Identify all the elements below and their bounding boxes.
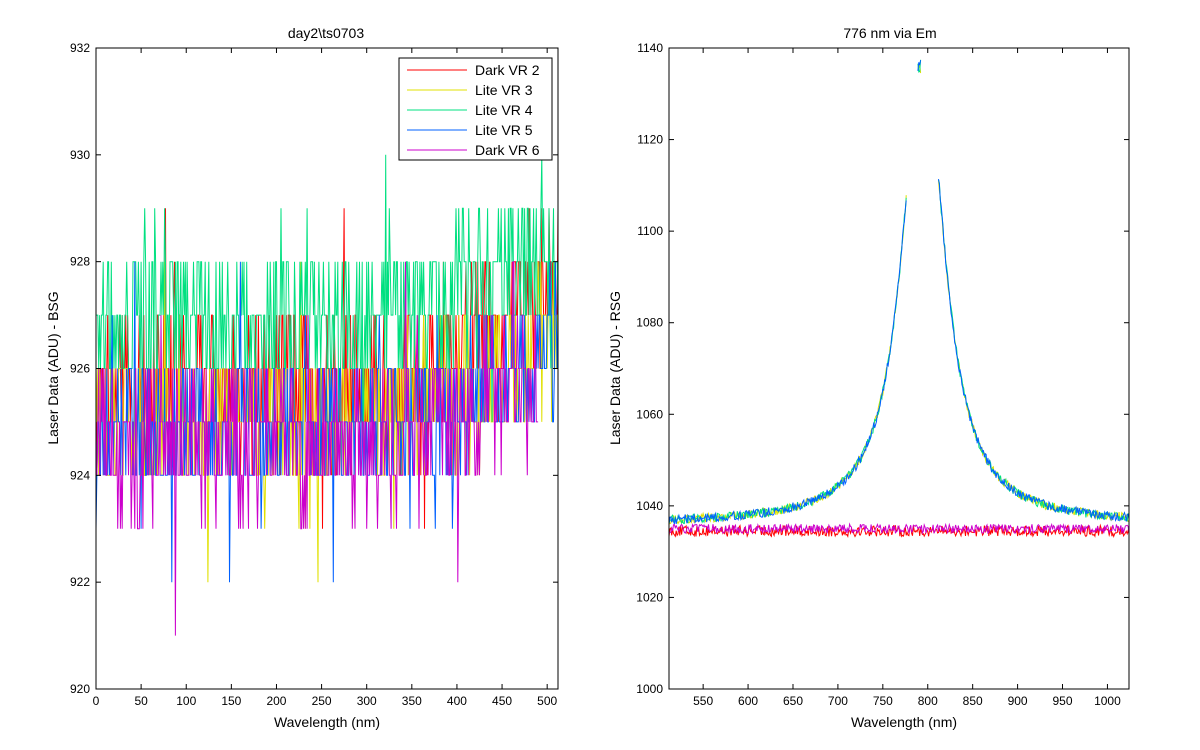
x-tick-label: 100 xyxy=(176,694,196,708)
x-tick-label: 700 xyxy=(828,694,848,708)
y-tick-label: 926 xyxy=(70,362,90,376)
x-tick-label: 400 xyxy=(447,694,467,708)
chart-right-title: 776 nm via Em xyxy=(843,25,936,41)
x-tick-label: 200 xyxy=(266,694,286,708)
legend-label: Dark VR 6 xyxy=(475,142,540,158)
x-tick-label: 900 xyxy=(1008,694,1028,708)
x-tick-label: 950 xyxy=(1053,694,1073,708)
series-line-dark-vr-6 xyxy=(669,522,1129,535)
y-tick-label: 1040 xyxy=(636,499,663,513)
chart-right-ylabel: Laser Data (ADU) - RSG xyxy=(607,291,623,445)
chart-right-axes-box xyxy=(668,47,1130,690)
chart-right-xlabel: Wavelength (nm) xyxy=(851,714,957,730)
y-tick-label: 1020 xyxy=(636,590,663,604)
y-tick-label: 930 xyxy=(70,148,90,162)
series-line-lite-vr-4 xyxy=(669,59,1129,525)
x-tick-label: 300 xyxy=(357,694,377,708)
y-tick-label: 1080 xyxy=(636,316,663,330)
chart-left-xlabel: Wavelength (nm) xyxy=(274,714,380,730)
series-line-lite-vr-4 xyxy=(96,154,558,476)
y-tick-label: 924 xyxy=(70,468,90,482)
legend-label: Dark VR 2 xyxy=(475,62,540,78)
legend-label: Lite VR 3 xyxy=(475,82,533,98)
y-tick-label: 922 xyxy=(70,575,90,589)
x-tick-label: 550 xyxy=(693,694,713,708)
y-tick-label: 928 xyxy=(70,255,90,269)
x-tick-label: 0 xyxy=(93,694,100,708)
x-tick-label: 800 xyxy=(918,694,938,708)
legend-label: Lite VR 4 xyxy=(475,102,533,118)
x-tick-label: 850 xyxy=(963,694,983,708)
chart-left-ylabel: Laser Data (ADU) - BSG xyxy=(45,291,61,444)
x-tick-label: 500 xyxy=(537,694,557,708)
y-tick-label: 932 xyxy=(70,41,90,55)
x-tick-label: 50 xyxy=(134,694,148,708)
x-tick-label: 350 xyxy=(402,694,422,708)
chart-left: day2\ts0703 0 50 100 150 200 250 300 350 400 450 5… xyxy=(45,25,559,730)
x-tick-label: 150 xyxy=(221,694,241,708)
x-tick-label: 450 xyxy=(492,694,512,708)
y-tick-label: 1140 xyxy=(637,41,663,55)
x-tick-label: 1000 xyxy=(1094,694,1121,708)
x-tick-label: 650 xyxy=(783,694,803,708)
x-tick-label: 600 xyxy=(738,694,758,708)
legend-label: Lite VR 5 xyxy=(475,122,533,138)
y-tick-label: 920 xyxy=(70,682,90,696)
y-tick-label: 1100 xyxy=(637,224,663,238)
x-tick-label: 250 xyxy=(312,694,332,708)
x-tick-label: 750 xyxy=(873,694,893,708)
chart-left-legend: Dark VR 2 Lite VR 3 Lite VR 4 Lite VR 5 Dark… xyxy=(398,57,553,161)
series-line-lite-vr-5 xyxy=(669,60,1129,525)
y-tick-label: 1000 xyxy=(636,682,663,696)
legend-box xyxy=(398,57,553,161)
chart-right: 776 nm via Em 550 600 650 700 750 800 850 900 95… xyxy=(607,25,1130,730)
series-line-dark-vr-6 xyxy=(96,261,539,636)
chart-left-title: day2\ts0703 xyxy=(288,25,364,41)
y-tick-label: 1060 xyxy=(636,407,663,421)
series-line-lite-vr-3 xyxy=(669,64,1129,525)
y-tick-label: 1120 xyxy=(637,133,663,147)
